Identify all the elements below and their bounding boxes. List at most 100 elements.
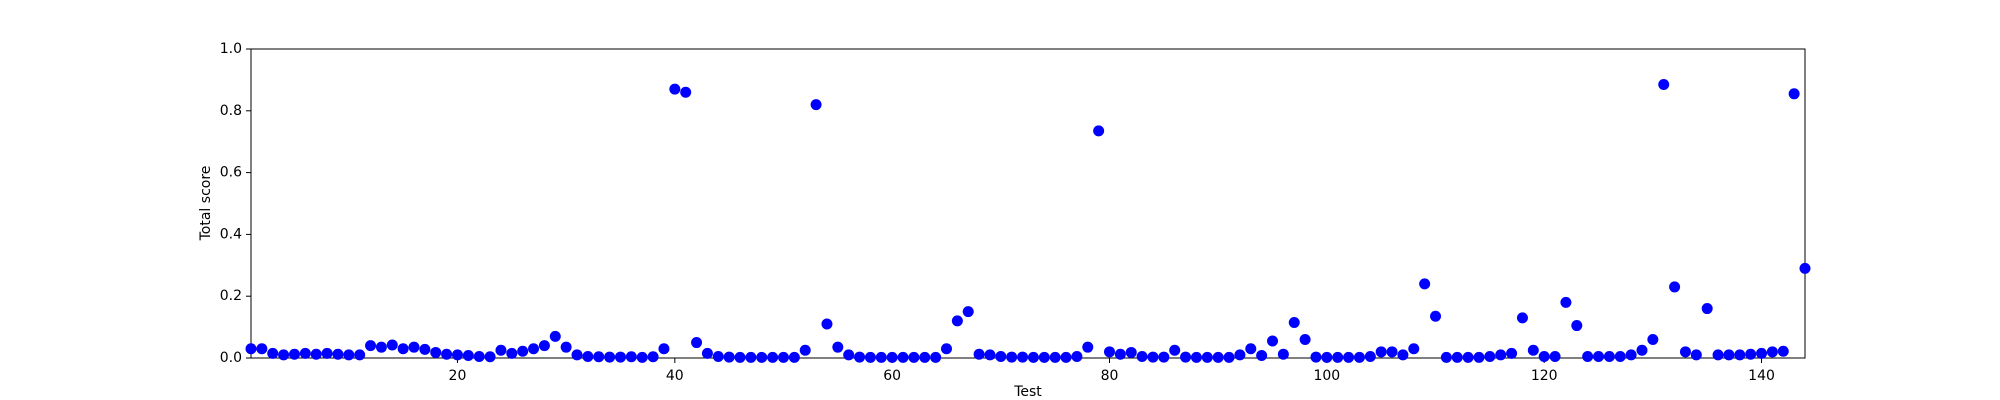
data-point (484, 351, 496, 363)
data-point (1027, 351, 1039, 363)
data-point (1669, 281, 1681, 293)
data-point (517, 345, 529, 357)
data-point (919, 351, 931, 363)
data-point (1343, 351, 1355, 363)
data-point (397, 343, 409, 355)
data-point (1049, 351, 1061, 363)
data-point (1560, 296, 1572, 308)
y-tick-label: 0.8 (220, 103, 242, 119)
data-point (299, 347, 311, 359)
data-point (1071, 350, 1083, 362)
data-point (1256, 350, 1268, 362)
data-point (1701, 303, 1713, 315)
data-point (332, 348, 344, 360)
data-point (441, 348, 453, 360)
data-point (864, 351, 876, 363)
data-point (1245, 343, 1257, 355)
data-point (930, 351, 942, 363)
data-point (1419, 278, 1431, 290)
data-point (788, 351, 800, 363)
data-point (680, 86, 692, 98)
data-point (582, 350, 594, 362)
data-point (1473, 351, 1485, 363)
data-point (430, 346, 442, 358)
data-point (1451, 351, 1463, 363)
data-point (1201, 351, 1213, 363)
data-point (419, 343, 431, 355)
data-point (1788, 88, 1800, 100)
data-point (1277, 348, 1289, 360)
data-point (1288, 316, 1300, 328)
data-point (940, 343, 952, 355)
data-point (1169, 344, 1181, 356)
data-point (832, 341, 844, 353)
data-point (875, 351, 887, 363)
data-point (1104, 346, 1116, 358)
data-point (256, 343, 268, 355)
data-point (604, 351, 616, 363)
data-point (777, 351, 789, 363)
data-point (1017, 351, 1029, 363)
data-point (1756, 347, 1768, 359)
data-point (962, 306, 974, 318)
data-point (1571, 320, 1583, 332)
data-point (1114, 348, 1126, 360)
data-point (810, 99, 822, 111)
data-point (1527, 344, 1539, 356)
data-point (1658, 79, 1670, 91)
data-point (1549, 350, 1561, 362)
data-point (951, 315, 963, 327)
data-point (723, 351, 735, 363)
data-point (897, 351, 909, 363)
data-point (1267, 335, 1279, 347)
data-point (1158, 351, 1170, 363)
data-point (1625, 349, 1637, 361)
data-point (973, 348, 985, 360)
y-tick-label: 0.4 (220, 226, 242, 242)
data-point (1190, 351, 1202, 363)
data-point (1690, 349, 1702, 361)
data-point (560, 341, 572, 353)
data-point (528, 343, 540, 355)
data-point (1462, 351, 1474, 363)
y-tick-label: 0.2 (220, 288, 242, 304)
x-axis-label: Test (1013, 384, 1042, 400)
data-point (995, 350, 1007, 362)
data-point (1712, 349, 1724, 361)
data-point (245, 343, 257, 355)
plot-frame (250, 48, 1806, 359)
data-point (321, 347, 333, 359)
data-point (278, 349, 290, 361)
data-point (1777, 345, 1789, 357)
data-point (1321, 351, 1333, 363)
data-point (756, 351, 768, 363)
data-point (636, 351, 648, 363)
data-point (984, 349, 996, 361)
data-point (1136, 350, 1148, 362)
data-point (593, 351, 605, 363)
data-point (1332, 351, 1344, 363)
data-point (1180, 351, 1192, 363)
data-point (712, 350, 724, 362)
data-point (1397, 349, 1409, 361)
data-point (473, 350, 485, 362)
data-point (1484, 350, 1496, 362)
data-point (701, 347, 713, 359)
data-point (354, 349, 366, 361)
y-tick-label: 0.0 (220, 350, 242, 366)
data-point (506, 347, 518, 359)
x-tick-label: 120 (1531, 368, 1558, 384)
data-point (625, 351, 637, 363)
data-point (1212, 351, 1224, 363)
x-tick-label: 100 (1313, 368, 1340, 384)
data-point (267, 347, 279, 359)
data-point (1495, 349, 1507, 361)
data-point (462, 350, 474, 362)
data-point (1060, 351, 1072, 363)
data-point (799, 344, 811, 356)
data-point (843, 349, 855, 361)
data-point (1538, 350, 1550, 362)
data-point (1647, 333, 1659, 345)
x-tick-label: 140 (1748, 368, 1775, 384)
data-point (647, 351, 659, 363)
